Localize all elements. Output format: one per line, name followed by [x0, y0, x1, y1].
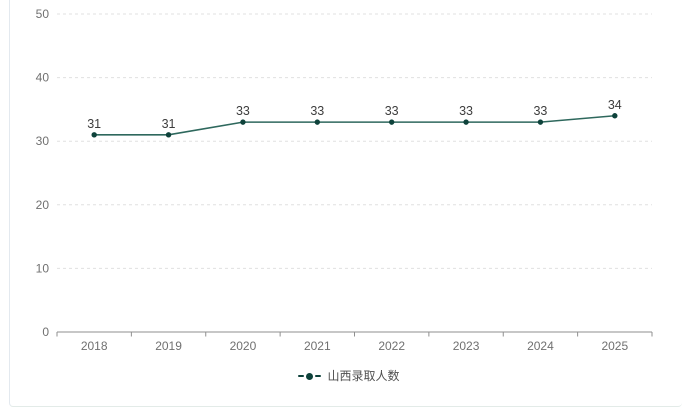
- y-axis-tick-label: 20: [36, 198, 50, 212]
- x-axis-tick-label: 2023: [453, 339, 480, 353]
- x-axis-tick-label: 2024: [527, 339, 554, 353]
- y-axis-tick-label: 0: [42, 325, 49, 339]
- y-axis-tick-label: 30: [36, 134, 50, 148]
- x-axis-tick-label: 2020: [230, 339, 257, 353]
- legend-line-marker-icon: [298, 372, 322, 380]
- x-axis-tick-label: 2019: [155, 339, 182, 353]
- x-axis-tick-label: 2021: [304, 339, 331, 353]
- chart-card: [9, 0, 682, 407]
- data-point-label: 31: [87, 117, 101, 131]
- y-axis-tick-label: 10: [36, 261, 50, 275]
- data-point: [463, 119, 469, 125]
- data-point: [537, 119, 544, 125]
- series-line: [94, 114, 615, 136]
- data-point-label: 33: [385, 104, 399, 118]
- data-point-label: 33: [459, 104, 473, 118]
- x-axis-tick-label: 2025: [601, 339, 628, 353]
- data-point-label: 31: [162, 117, 176, 131]
- data-point: [165, 132, 172, 138]
- data-point: [91, 132, 97, 138]
- legend-dot-icon: [306, 372, 314, 380]
- data-point-label: 33: [310, 104, 324, 118]
- x-axis-tick-label: 2022: [378, 339, 405, 353]
- data-point: [314, 119, 321, 125]
- data-point: [240, 119, 246, 125]
- data-point-label: 33: [533, 104, 547, 118]
- legend-label: 山西录取人数: [327, 369, 400, 383]
- y-axis-tick-label: 40: [36, 71, 50, 85]
- data-point: [612, 113, 618, 119]
- x-axis-tick-label: 2018: [81, 339, 108, 353]
- y-axis-tick-label: 50: [36, 7, 50, 21]
- data-point: [388, 119, 395, 125]
- legend-dash-left: [298, 375, 305, 377]
- legend-dash-right: [315, 375, 322, 377]
- data-point-label: 34: [608, 98, 622, 112]
- data-point-label: 33: [236, 104, 250, 118]
- legend[interactable]: 山西录取人数: [0, 367, 698, 385]
